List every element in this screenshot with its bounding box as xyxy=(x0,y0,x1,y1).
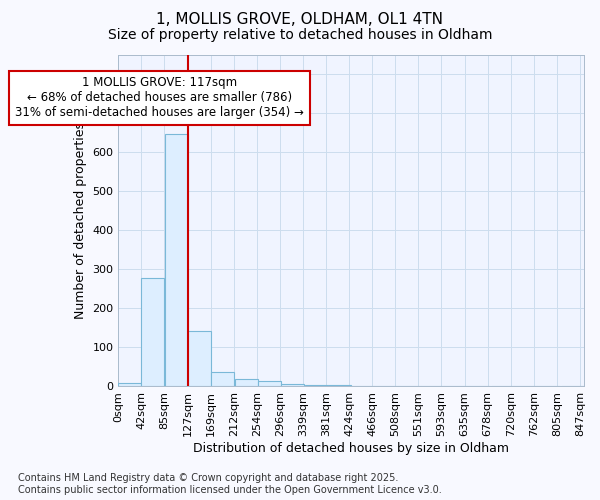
Text: 1 MOLLIS GROVE: 117sqm
← 68% of detached houses are smaller (786)
31% of semi-de: 1 MOLLIS GROVE: 117sqm ← 68% of detached… xyxy=(15,76,304,120)
Text: Contains HM Land Registry data © Crown copyright and database right 2025.
Contai: Contains HM Land Registry data © Crown c… xyxy=(18,474,442,495)
Bar xyxy=(211,372,234,386)
Bar xyxy=(118,384,142,386)
Bar xyxy=(305,385,328,386)
X-axis label: Distribution of detached houses by size in Oldham: Distribution of detached houses by size … xyxy=(193,442,509,455)
Bar xyxy=(235,378,258,386)
Bar xyxy=(258,380,281,386)
Text: Size of property relative to detached houses in Oldham: Size of property relative to detached ho… xyxy=(108,28,492,42)
Bar xyxy=(165,134,188,386)
Bar xyxy=(281,384,304,386)
Text: 1, MOLLIS GROVE, OLDHAM, OL1 4TN: 1, MOLLIS GROVE, OLDHAM, OL1 4TN xyxy=(157,12,443,28)
Bar xyxy=(188,330,211,386)
Bar xyxy=(142,278,164,386)
Y-axis label: Number of detached properties: Number of detached properties xyxy=(74,122,87,319)
